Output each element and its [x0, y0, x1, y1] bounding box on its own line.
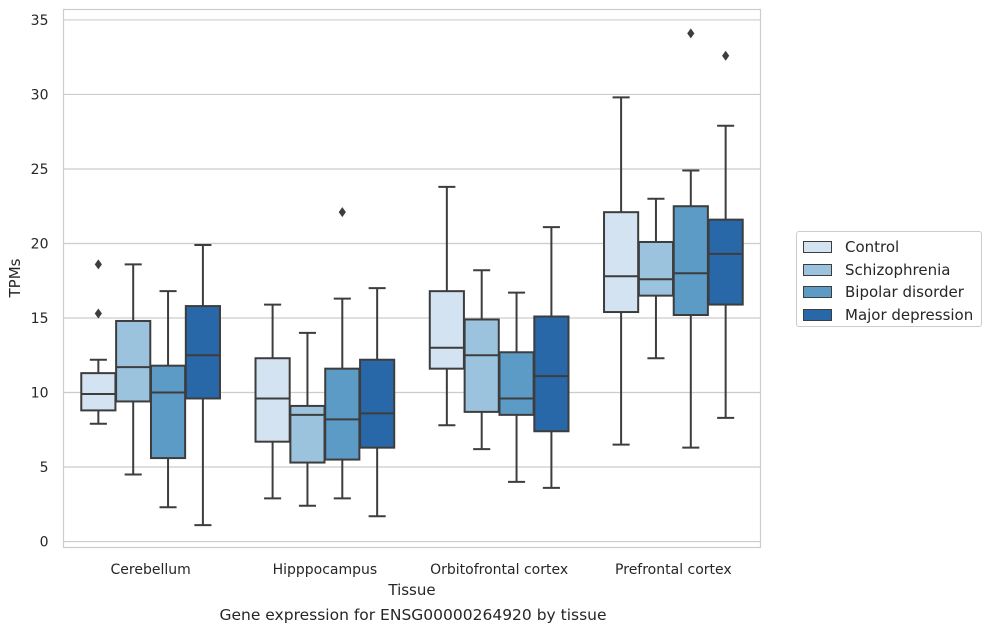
box-iqr	[498, 351, 535, 416]
outlier-point	[687, 28, 695, 39]
box-iqr	[80, 372, 117, 412]
legend-label: Control	[845, 238, 900, 257]
box-iqr	[359, 358, 396, 449]
y-tick-label: 35	[31, 13, 49, 29]
box-0-1	[254, 303, 291, 500]
box-2-3	[672, 28, 709, 449]
y-tick-label: 25	[31, 162, 49, 178]
box-groups	[80, 28, 744, 527]
legend-swatch	[803, 308, 832, 321]
box-3-2	[533, 226, 570, 489]
box-iqr	[115, 319, 152, 403]
chart-caption: Gene expression for ENSG00000264920 by t…	[219, 606, 607, 624]
box-3-3	[707, 50, 744, 419]
box-iqr	[428, 290, 465, 370]
x-axis-label: Tissue	[387, 581, 435, 599]
box-iqr	[184, 305, 221, 400]
box-1-3	[637, 197, 675, 360]
box-1-0	[115, 263, 152, 476]
box-3-0	[184, 243, 221, 527]
x-tick-label: Hipppocampus	[273, 562, 378, 578]
legend-swatch	[803, 241, 832, 254]
outlier-point	[722, 50, 730, 61]
legend-swatch	[803, 286, 832, 299]
x-tick-label: Cerebellum	[111, 562, 191, 578]
y-tick-label: 15	[31, 311, 49, 327]
box-iqr	[603, 211, 640, 314]
plot-area-frame	[62, 8, 762, 549]
box-0-2	[428, 185, 465, 427]
box-iqr	[707, 218, 744, 306]
y-tick-label: 5	[40, 460, 49, 476]
box-3-1	[359, 287, 396, 518]
legend-label: Major depression	[845, 305, 974, 324]
legend-item: Major depression	[803, 304, 981, 327]
x-axis-ticks: Cerebellum Hipppocampus Orbitofrontal cort…	[111, 562, 732, 578]
box-iqr	[324, 367, 361, 461]
legend-item: Schizophrenia	[803, 259, 981, 282]
outlier-point	[94, 259, 102, 270]
legend-label: Bipolar disorder	[845, 283, 964, 302]
box-0-3	[603, 96, 640, 446]
legend-swatch	[803, 263, 832, 276]
box-iqr	[149, 364, 187, 460]
y-tick-label: 0	[40, 535, 49, 551]
box-iqr	[637, 240, 675, 297]
outlier-point	[338, 207, 346, 218]
y-tick-label: 30	[31, 87, 49, 103]
legend-item: Control	[803, 236, 981, 259]
y-tick-label: 10	[31, 386, 49, 402]
y-tick-label: 20	[31, 236, 49, 252]
box-iqr	[672, 205, 709, 317]
legend-item: Bipolar disorder	[803, 281, 981, 304]
x-tick-label: Prefrontal cortex	[615, 562, 732, 578]
box-2-2	[498, 291, 535, 483]
y-axis-label: TPMs	[6, 258, 24, 298]
legend-label: Schizophrenia	[845, 260, 951, 279]
box-1-1	[289, 331, 326, 507]
box-iqr	[533, 315, 570, 433]
x-tick-label: Orbitofrontal cortex	[430, 562, 568, 578]
legend: Control Schizophrenia Bipolar disorder Majo…	[796, 231, 982, 327]
outlier-point	[94, 308, 102, 319]
box-2-0	[149, 290, 187, 509]
y-axis-ticks: 0 5 10 15 20 25 30 35	[31, 13, 49, 551]
box-2-1	[324, 207, 361, 500]
box-iqr	[254, 357, 291, 443]
box-iqr	[463, 318, 500, 413]
box-0-0	[80, 259, 117, 425]
box-1-2	[463, 269, 500, 451]
